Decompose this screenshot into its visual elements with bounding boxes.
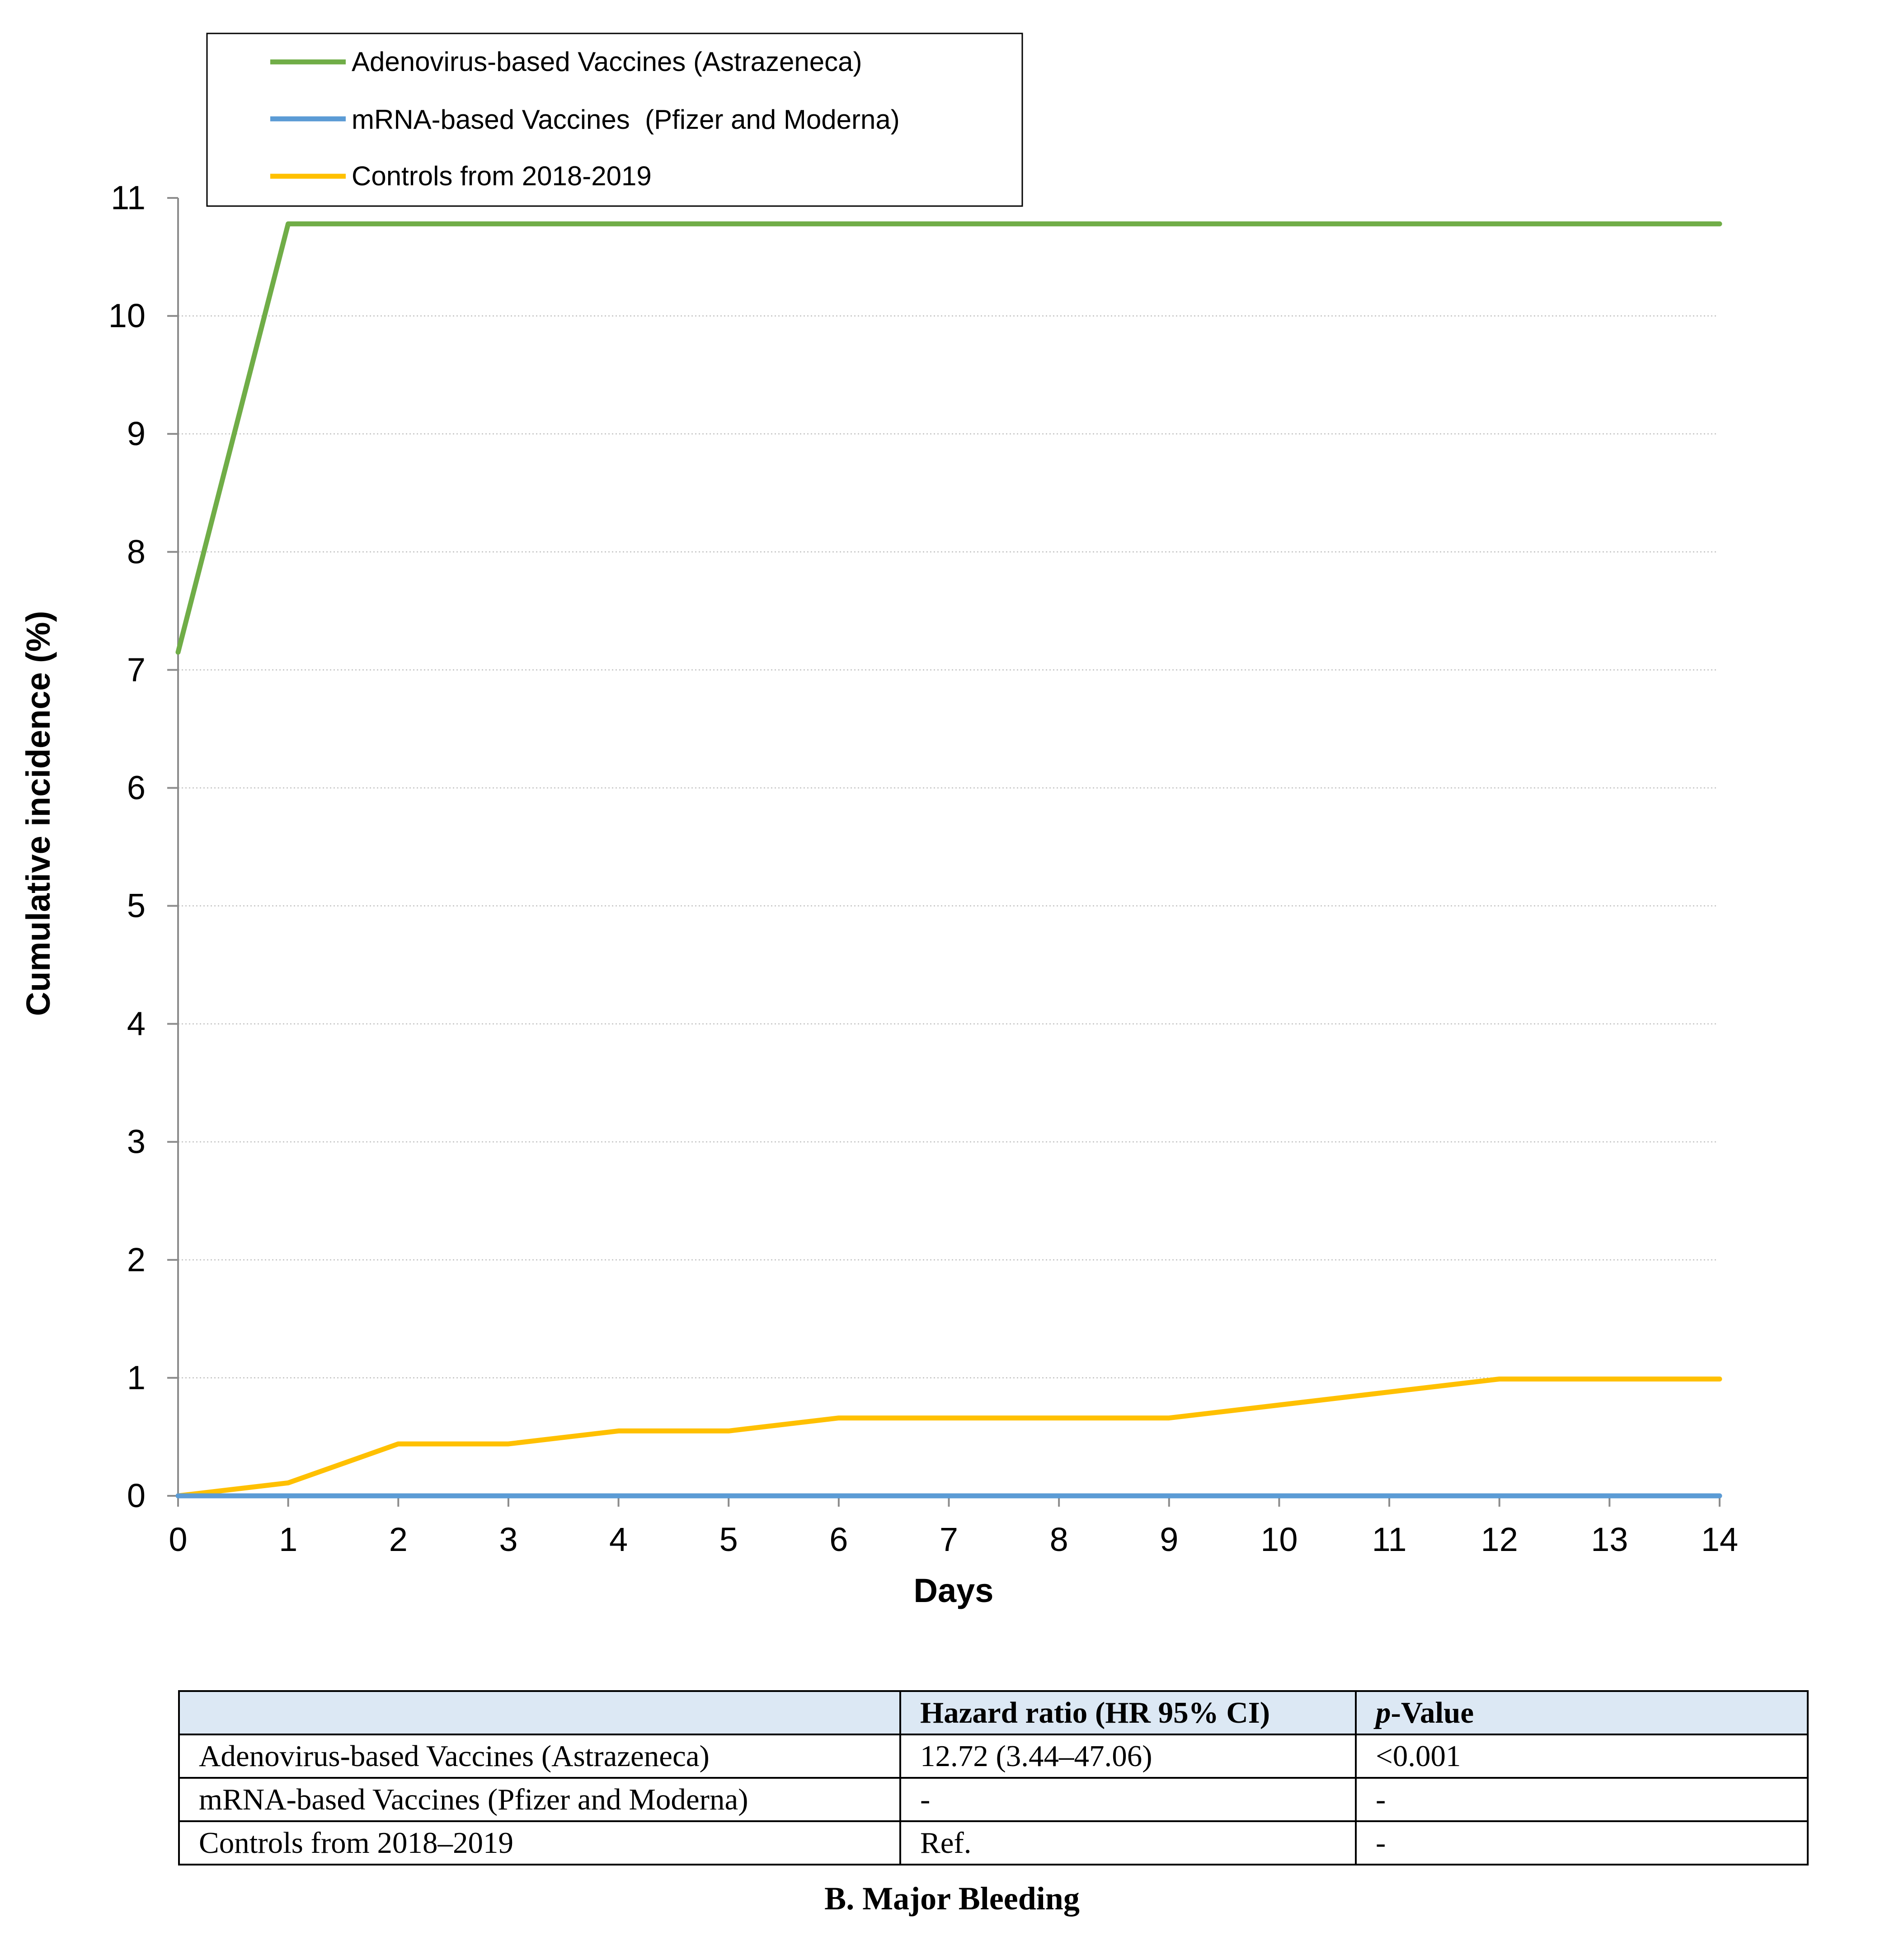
x-tick-label: 0 (169, 1521, 187, 1558)
y-axis-label: Cumulative incidence (%) (19, 611, 57, 1016)
y-tick-label: 2 (127, 1241, 146, 1278)
series-lines (175, 221, 1722, 1499)
table-header-hazard-ratio: Hazard ratio (HR 95% CI) (899, 1690, 1357, 1735)
legend: Adenovirus-based Vaccines (Astrazeneca) … (206, 33, 1023, 207)
x-tick-label: 7 (940, 1521, 958, 1558)
table-header-row: Hazard ratio (HR 95% CI) p-Value (178, 1690, 1809, 1735)
y-tick-label: 3 (127, 1123, 146, 1161)
x-axis-label: Days (914, 1572, 994, 1609)
x-tick-label: 10 (1260, 1521, 1298, 1558)
table-cell-p: <0.001 (1355, 1734, 1809, 1779)
x-tick-label: 12 (1481, 1521, 1518, 1558)
x-tick-label: 6 (829, 1521, 848, 1558)
gridlines (178, 315, 1718, 1378)
table-header-p-value: p-Value (1355, 1690, 1809, 1735)
y-tick-label: 5 (127, 887, 146, 925)
table-row: Controls from 2018–2019 Ref. - (178, 1820, 1809, 1866)
series-line-adenovirus (175, 221, 1722, 655)
y-tick-label: 8 (127, 533, 146, 570)
x-tick-label: 1 (279, 1521, 297, 1558)
x-tick-label: 8 (1050, 1521, 1068, 1558)
legend-label-mrna: mRNA-based Vaccines (Pfizer and Moderna) (352, 104, 900, 135)
y-tick-label: 4 (127, 1005, 146, 1043)
y-tick-labels: 0 1 2 3 4 5 6 7 8 9 10 11 (108, 179, 146, 1514)
table-cell-hr: Ref. (899, 1820, 1357, 1866)
p-italic: p (1376, 1696, 1391, 1729)
table-row: Adenovirus-based Vaccines (Astrazeneca) … (178, 1734, 1809, 1779)
axes (167, 197, 1721, 1507)
legend-label-adenovirus: Adenovirus-based Vaccines (Astrazeneca) (352, 47, 862, 77)
table-cell-hr: - (899, 1777, 1357, 1822)
legend-label-controls: Controls from 2018-2019 (352, 161, 652, 191)
x-tick-label: 11 (1372, 1521, 1407, 1558)
table-cell-group: mRNA-based Vaccines (Pfizer and Moderna) (178, 1777, 901, 1822)
y-tick-label: 9 (127, 415, 146, 452)
series-line-controls (175, 1377, 1722, 1499)
p-value-word: Value (1401, 1696, 1474, 1729)
y-tick-label: 0 (127, 1477, 146, 1514)
x-tick-label: 14 (1701, 1521, 1738, 1558)
y-tick-label: 10 (108, 297, 146, 334)
table-cell-p: - (1355, 1820, 1809, 1866)
x-tick-label: 13 (1591, 1521, 1628, 1558)
table-cell-hr: 12.72 (3.44–47.06) (899, 1734, 1357, 1779)
panel-caption: B. Major Bleeding (824, 1880, 1080, 1917)
x-tick-label: 4 (609, 1521, 628, 1558)
x-tick-label: 9 (1160, 1521, 1178, 1558)
x-tick-labels: 0 1 2 3 4 5 6 7 8 9 10 11 12 13 14 (169, 1521, 1738, 1558)
table-cell-p: - (1355, 1777, 1809, 1822)
table-cell-group: Controls from 2018–2019 (178, 1820, 901, 1866)
y-tick-label: 11 (111, 179, 146, 216)
table-cell-group: Adenovirus-based Vaccines (Astrazeneca) (178, 1734, 901, 1779)
x-tick-label: 5 (719, 1521, 738, 1558)
y-tick-label: 1 (127, 1359, 146, 1396)
x-tick-label: 2 (389, 1521, 408, 1558)
table-row: mRNA-based Vaccines (Pfizer and Moderna)… (178, 1777, 1809, 1822)
y-tick-label: 7 (127, 651, 146, 688)
table-header-group (178, 1690, 901, 1735)
hazard-ratio-table: Hazard ratio (HR 95% CI) p-Value Adenovi… (178, 1690, 1809, 1866)
y-tick-label: 6 (127, 769, 146, 806)
x-tick-label: 3 (499, 1521, 517, 1558)
